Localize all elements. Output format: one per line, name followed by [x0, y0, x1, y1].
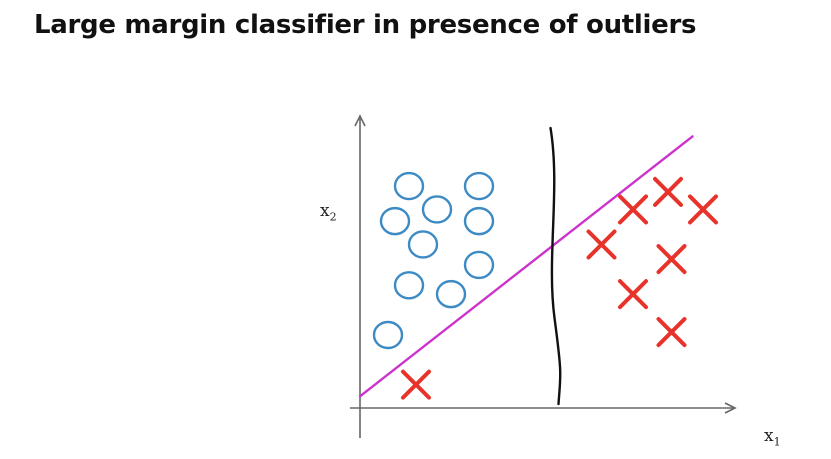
circle-marker — [463, 206, 495, 236]
black-boundary-line — [549, 126, 562, 406]
cross-stroke — [653, 176, 683, 207]
circle-marker — [435, 279, 467, 309]
circle-marker — [407, 230, 439, 259]
cross-marker — [656, 244, 687, 275]
cross-stroke — [618, 194, 648, 225]
circle-marker — [393, 271, 425, 300]
cross-stroke — [688, 194, 718, 225]
y-axis-label: x2 — [320, 201, 337, 223]
circle-marker — [379, 206, 411, 236]
cross-marker — [618, 279, 648, 310]
x-axis-label-var: x — [764, 426, 774, 446]
cross-stroke — [656, 244, 687, 275]
circle-marker — [421, 195, 453, 224]
decision-boundaries — [358, 126, 694, 406]
cross-marker — [586, 229, 617, 260]
x-axis-arrow — [724, 402, 737, 414]
cross-marker — [656, 317, 687, 348]
y-axis-arrow — [354, 114, 366, 127]
x-axis-label-sub: 1 — [773, 435, 781, 449]
y-axis-label-sub: 2 — [329, 210, 337, 224]
cross-stroke — [618, 279, 648, 310]
slide-title: Large margin classifier in presence of o… — [34, 10, 697, 40]
markers — [372, 171, 718, 400]
cross-marker — [401, 369, 431, 400]
cross-stroke — [401, 369, 431, 400]
cross-marker — [618, 194, 648, 225]
circle-marker — [372, 320, 404, 350]
x-axis-label: x1 — [764, 426, 781, 448]
circle-marker — [393, 171, 425, 201]
y-axis-label-var: x — [320, 201, 330, 221]
magenta-boundary-line — [358, 135, 694, 398]
cross-stroke — [586, 229, 617, 260]
circle-marker — [463, 171, 495, 201]
cross-marker — [688, 194, 718, 225]
axes — [350, 114, 737, 438]
circle-marker — [463, 250, 495, 280]
cross-marker — [653, 176, 683, 207]
cross-stroke — [656, 317, 687, 348]
